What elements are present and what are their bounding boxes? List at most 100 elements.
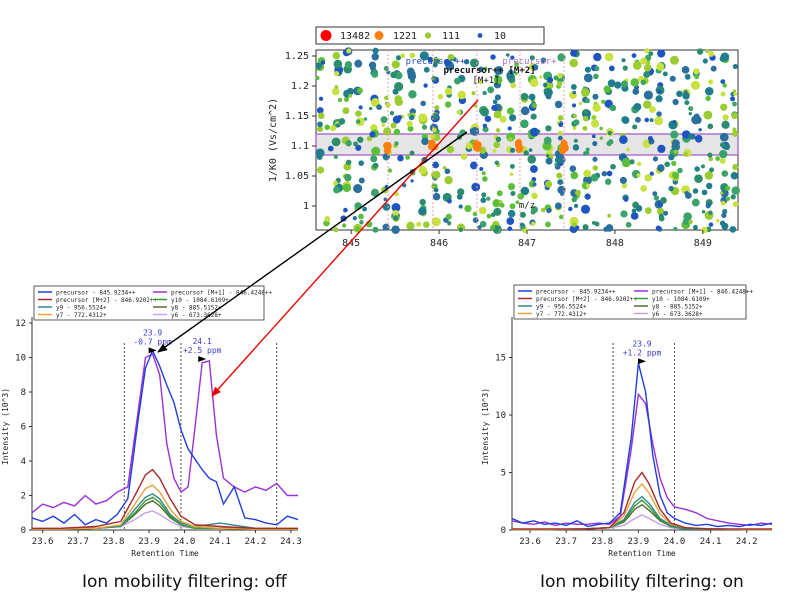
- scatter-point: [593, 52, 602, 62]
- scatter-point: [730, 194, 736, 200]
- scatter-point: [708, 79, 714, 85]
- scatter-point: [690, 80, 701, 90]
- scatter-point: [406, 120, 413, 127]
- scatter-point: [570, 84, 577, 90]
- scatter-point: [353, 141, 358, 147]
- scatter-point: [702, 58, 708, 64]
- scatter-point: [538, 75, 543, 79]
- scatter-point: [514, 61, 519, 67]
- scatter-point: [732, 89, 737, 93]
- scatter-point: [315, 75, 320, 81]
- scatter-point: [647, 136, 653, 142]
- scatter-point: [447, 221, 452, 226]
- scatter-point: [442, 166, 447, 170]
- scatter-point: [719, 220, 726, 226]
- scatter-point: [621, 58, 626, 63]
- legend-entry: y8 - 885.5152+: [652, 304, 703, 311]
- scatter-point: [355, 226, 360, 232]
- scatter-point: [701, 226, 708, 234]
- scatter-point: [558, 122, 564, 128]
- scatter-point: [640, 185, 647, 192]
- scatter-point: [337, 97, 343, 103]
- scatter-point: [708, 210, 713, 215]
- scatter-point: [585, 183, 590, 188]
- red-arrow: [211, 99, 479, 397]
- scatter-point: [601, 99, 606, 104]
- scatter-point: [657, 89, 662, 94]
- scatter-point: [354, 59, 363, 68]
- scatter-point: [496, 190, 503, 197]
- series-line: [512, 514, 772, 531]
- scatter-point: [345, 140, 352, 147]
- scatter-point: [701, 209, 706, 214]
- scatter-point: [380, 116, 388, 124]
- scatter-point: [490, 224, 496, 231]
- scatter-point: [708, 50, 715, 57]
- scatter-point: [316, 125, 324, 133]
- scatter-point: [673, 149, 678, 154]
- scatter-point: [573, 119, 580, 126]
- peak-marker: [638, 358, 646, 365]
- scatter-point: [371, 146, 381, 156]
- caption-off: Ion mobility filtering: off: [82, 572, 287, 592]
- series-line: [32, 468, 298, 529]
- scatter-point: [557, 115, 564, 121]
- legend-marker: [374, 31, 384, 40]
- scatter-point: [345, 159, 352, 166]
- legend-entry: precursor [M+1] - 846.4248++: [652, 289, 754, 296]
- scatter-point: [620, 80, 629, 88]
- scatter-point: [318, 96, 324, 101]
- scatter-point: [316, 107, 324, 114]
- scatter-point: [507, 226, 513, 232]
- scatter-point: [366, 135, 373, 142]
- scatter-point: [479, 166, 484, 171]
- scatter-point: [391, 202, 401, 212]
- scatter-point: [394, 141, 399, 146]
- scatter-point: [730, 172, 739, 180]
- scatter-point: [343, 96, 350, 102]
- scatter-point: [700, 164, 705, 169]
- scatter-point: [663, 210, 669, 216]
- x-tick-label: 24.0: [174, 537, 196, 547]
- scatter-point: [716, 218, 720, 223]
- legend-entry: y9 - 956.5524+: [56, 305, 107, 312]
- scatter-point: [331, 137, 341, 147]
- x-tick-label: 24.1: [700, 537, 722, 547]
- scatter-point: [508, 137, 513, 142]
- scatter-point: [494, 199, 500, 205]
- scatter-point: [584, 66, 592, 73]
- scatter-point: [719, 55, 726, 62]
- scatter-point: [342, 107, 350, 115]
- scatter-point: [632, 61, 642, 70]
- scatter-point: [486, 196, 491, 201]
- scatter-point: [656, 62, 665, 71]
- scatter-point: [477, 225, 482, 230]
- scatter-point: [507, 182, 516, 191]
- scatter-point: [725, 185, 731, 191]
- y-tick-label: 10: [495, 411, 506, 421]
- scatter-point: [704, 86, 714, 96]
- scatter-point: [423, 66, 430, 73]
- scatter-point: [372, 47, 379, 54]
- scatter-point: [732, 201, 739, 208]
- scatter-point: [483, 66, 488, 71]
- scatter-point-high: [474, 141, 482, 149]
- scatter-point: [657, 49, 666, 58]
- scatter-point: [480, 107, 490, 117]
- scatter-point: [643, 63, 652, 72]
- y-tick-label: 1.25: [285, 51, 309, 62]
- x-tick-label: 847: [518, 238, 536, 249]
- chromatogram-off-legend: precursor - 845.9234++precursor [M+2] - …: [33, 285, 273, 321]
- legend-label: 10: [494, 31, 506, 42]
- scatter-point: [662, 71, 668, 77]
- scatter-point: [531, 192, 538, 200]
- scatter-point: [363, 117, 368, 121]
- scatter-point: [418, 113, 428, 123]
- y-tick-label: 1.05: [285, 171, 309, 182]
- x-tick-label: 848: [606, 238, 624, 249]
- scatter-point-high: [515, 145, 523, 154]
- scatter-point: [731, 130, 739, 137]
- scatter-point: [684, 73, 691, 80]
- legend-marker: [320, 30, 332, 41]
- x-tick-label: 24.2: [245, 537, 267, 547]
